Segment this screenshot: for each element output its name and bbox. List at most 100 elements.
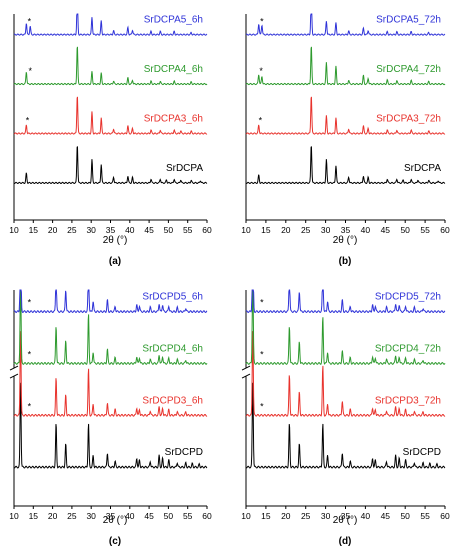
x-tick-label: 20 <box>281 511 291 521</box>
x-tick-label: 10 <box>241 511 251 521</box>
peak-marker-asterisk: * <box>259 115 263 125</box>
panel-label: (a) <box>109 256 121 267</box>
series-line-SrDCPA5_6h <box>13 13 208 36</box>
x-tick-label: 35 <box>106 511 116 521</box>
x-tick-label: 50 <box>164 511 174 521</box>
x-tick-label: 15 <box>29 511 39 521</box>
x-tick-label: 25 <box>67 225 77 235</box>
series-label-SrDCPA5_6h: SrDCPA5_6h <box>144 15 203 26</box>
x-tick-label: 10 <box>9 225 19 235</box>
x-tick-label: 35 <box>341 511 351 521</box>
peak-marker-asterisk: * <box>260 17 264 27</box>
series-label-SrDCPD4_72h: SrDCPD4_72h <box>375 343 441 354</box>
x-tick-label: 30 <box>86 225 96 235</box>
x-tick-label: 50 <box>400 225 410 235</box>
peak-marker-asterisk: * <box>260 349 264 359</box>
peak-marker-asterisk: * <box>28 17 32 27</box>
series-line-SrDCPD5_72h <box>245 289 446 314</box>
series-label-SrDCPA3_6h: SrDCPA3_6h <box>144 113 203 124</box>
series-label-SrDCPA: SrDCPA <box>404 163 441 174</box>
series-label-SrDCPA5_72h: SrDCPA5_72h <box>376 15 441 26</box>
series-line-SrDCPA <box>245 146 446 185</box>
xrd-panel-1: 10 15 20 25 30 35 40 45 50 55 60 2θ (°) (b) SrDCPA SrD… <box>241 13 450 267</box>
series-label-SrDCPA3_72h: SrDCPA3_72h <box>376 113 441 124</box>
x-tick-label: 20 <box>281 225 291 235</box>
series-label-SrDCPA4_6h: SrDCPA4_6h <box>144 64 203 75</box>
axis-break-mark-upper <box>9 365 19 371</box>
x-tick-label: 55 <box>183 511 193 521</box>
x-tick-label: 60 <box>440 225 450 235</box>
peak-marker-asterisk: * <box>259 66 263 76</box>
x-tick-label: 35 <box>106 225 116 235</box>
x-tick-label: 45 <box>381 511 391 521</box>
x-tick-label: 15 <box>29 225 39 235</box>
series-line-SrDCPD4_6h <box>13 289 208 365</box>
x-tick-label: 30 <box>86 511 96 521</box>
x-axis-title: 2θ (°) <box>103 235 128 246</box>
x-tick-label: 60 <box>440 511 450 521</box>
x-tick-label: 40 <box>361 511 371 521</box>
x-tick-label: 25 <box>301 225 311 235</box>
x-tick-label: 60 <box>202 225 212 235</box>
series-line-SrDCPA4_6h <box>13 46 208 86</box>
panel-label: (b) <box>339 256 352 267</box>
peak-marker-asterisk: * <box>28 66 32 76</box>
x-tick-label: 30 <box>321 225 331 235</box>
xrd-panel-2: 10 15 20 25 30 35 40 45 50 55 60 2θ (°) (c) SrDCPD SrD… <box>9 289 212 547</box>
x-tick-label: 50 <box>400 511 410 521</box>
series-line-SrDCPD <box>245 382 446 469</box>
series-line-SrDCPD3_72h <box>245 331 446 417</box>
x-tick-label: 45 <box>381 225 391 235</box>
series-label-SrDCPD4_6h: SrDCPD4_6h <box>142 343 203 354</box>
x-tick-label: 25 <box>67 511 77 521</box>
x-axis-title: 2θ (°) <box>333 515 358 526</box>
x-axis-title: 2θ (°) <box>333 235 358 246</box>
x-tick-label: 45 <box>144 225 154 235</box>
axis-break-mark-upper <box>241 365 251 371</box>
x-tick-label: 60 <box>202 511 212 521</box>
series-line-SrDCPD3_6h <box>13 331 208 417</box>
x-tick-label: 35 <box>341 225 351 235</box>
series-label-SrDCPA: SrDCPA <box>166 163 203 174</box>
peak-marker-asterisk: * <box>26 115 30 125</box>
series-line-SrDCPD4_72h <box>245 289 446 365</box>
peak-marker-asterisk: * <box>28 401 32 411</box>
series-label-SrDCPD5_72h: SrDCPD5_72h <box>375 292 441 303</box>
x-tick-label: 15 <box>261 225 271 235</box>
peak-marker-asterisk: * <box>28 349 32 359</box>
series-label-SrDCPD: SrDCPD <box>403 447 441 458</box>
series-line-SrDCPD5_6h <box>13 289 208 314</box>
series-line-SrDCPA3_6h <box>13 96 208 135</box>
series-line-SrDCPA4_72h <box>245 46 446 86</box>
series-line-SrDCPA <box>13 146 208 185</box>
series-label-SrDCPD: SrDCPD <box>165 447 203 458</box>
x-tick-label: 55 <box>420 225 430 235</box>
x-tick-label: 55 <box>183 225 193 235</box>
x-tick-label: 15 <box>261 511 271 521</box>
x-tick-label: 45 <box>144 511 154 521</box>
x-tick-label: 40 <box>361 225 371 235</box>
panel-label: (c) <box>109 536 121 547</box>
x-tick-label: 20 <box>48 225 58 235</box>
x-tick-label: 20 <box>48 511 58 521</box>
panel-label: (d) <box>339 536 352 547</box>
xrd-panel-3: 10 15 20 25 30 35 40 45 50 55 60 2θ (°) (d) SrDCPD SrD… <box>241 289 450 547</box>
peak-marker-asterisk: * <box>260 401 264 411</box>
series-label-SrDCPD3_72h: SrDCPD3_72h <box>375 395 441 406</box>
series-label-SrDCPD3_6h: SrDCPD3_6h <box>142 395 203 406</box>
x-tick-label: 25 <box>301 511 311 521</box>
series-label-SrDCPA4_72h: SrDCPA4_72h <box>376 64 441 75</box>
series-line-SrDCPD <box>13 382 208 469</box>
series-line-SrDCPA5_72h <box>245 13 446 36</box>
xrd-panel-0: 10 15 20 25 30 35 40 45 50 55 60 2θ (°) (a) SrDCPA SrD… <box>9 13 212 267</box>
x-tick-label: 10 <box>241 225 251 235</box>
peak-marker-asterisk: * <box>28 298 32 308</box>
x-tick-label: 50 <box>164 225 174 235</box>
x-tick-label: 10 <box>9 511 19 521</box>
x-axis-title: 2θ (°) <box>103 515 128 526</box>
axis-break-mark-lower <box>9 373 19 379</box>
axis-break-mark-lower <box>241 373 251 379</box>
series-label-SrDCPD5_6h: SrDCPD5_6h <box>142 292 203 303</box>
series-line-SrDCPA3_72h <box>245 96 446 135</box>
